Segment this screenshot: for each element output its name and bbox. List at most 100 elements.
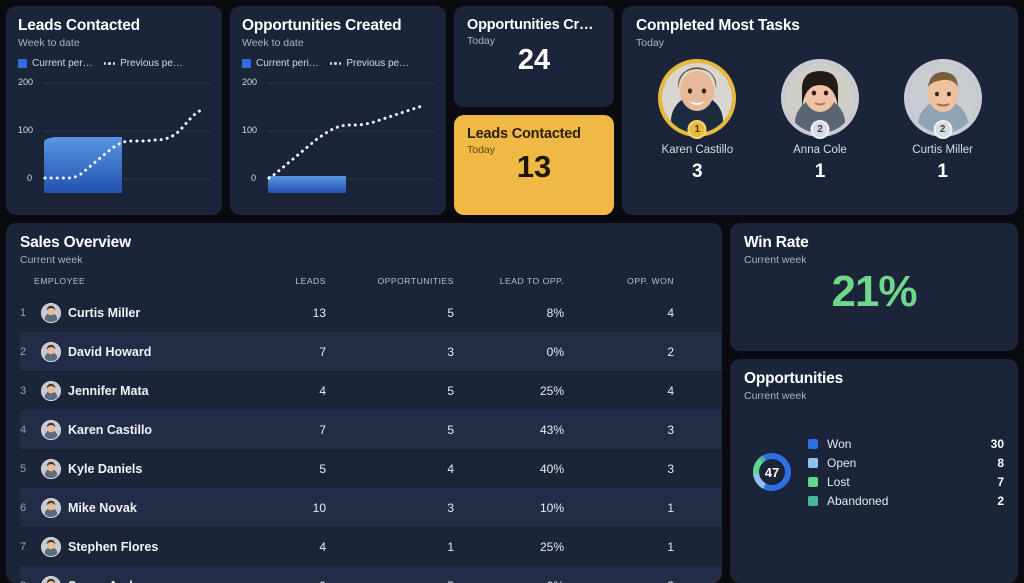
card-kpi-opportunities-created[interactable]: Opportunities Cre… Today 24 <box>454 6 614 107</box>
card-title: Opportunities <box>744 370 844 387</box>
legend-label-current: Current per… <box>32 58 93 69</box>
cell-lead-to-opp: 43% <box>539 422 564 437</box>
card-win-rate[interactable]: Win Rate Current week 21% <box>730 223 1018 351</box>
bottom-row: Sales Overview Current week EMPLOYEE LEA… <box>6 223 1018 583</box>
cell-opp-won: 4 <box>667 305 674 320</box>
row-number: 5 <box>20 462 27 475</box>
opportunity-value: 8 <box>997 455 1004 470</box>
card-leads-contacted-chart[interactable]: Leads Contacted Week to date Current per… <box>6 6 222 215</box>
card-kpi-leads-contacted[interactable]: Leads Contacted Today 13 <box>454 114 614 215</box>
col-won-value[interactable]: WON VALUE <box>674 266 722 293</box>
list-item[interactable]: Abandoned 2 <box>808 491 1004 510</box>
cell-opportunities: 4 <box>447 461 454 476</box>
card-completed-most-tasks[interactable]: Completed Most Tasks Today <box>622 6 1018 215</box>
cell-lead-to-opp: 0% <box>546 344 564 359</box>
legend-item-current[interactable]: Current per… <box>18 58 93 69</box>
table-row[interactable]: 1 Curtis Miller 13 5 8% 4€ 8.027 <box>20 293 722 332</box>
row-number: 3 <box>20 384 27 397</box>
side-column: Win Rate Current week 21% Opportunities … <box>730 223 1018 583</box>
table-row[interactable]: 4 Karen Castillo 7 5 43% 3€ 4.614 <box>20 410 722 449</box>
table-row[interactable]: 8 Susan Anderson 950%3€ 5.599 <box>20 566 722 583</box>
kpi-value: 24 <box>517 43 551 76</box>
list-item[interactable]: Won 30 <box>808 434 1004 453</box>
table-row[interactable]: 6 Mike Novak 10 3 10% 1€ 1.119 <box>20 488 722 527</box>
rank-badge: 2 <box>933 120 953 139</box>
square-swatch-icon <box>808 457 818 468</box>
table-row[interactable]: 5 Kyle Daniels 5 4 40% 3€ 1.538 <box>20 449 722 488</box>
leads-chart-svg <box>42 82 210 193</box>
list-item[interactable]: 2 Anna Cole 1 <box>760 59 880 183</box>
cell-opportunities: 5 <box>447 422 454 437</box>
opportunity-value: 7 <box>997 474 1004 489</box>
cell-lead-to-opp: 25% <box>539 383 564 398</box>
col-opportunities[interactable]: OPPORTUNITIES <box>377 276 454 286</box>
col-opp-won[interactable]: OPP. WON <box>627 276 674 286</box>
employee-name: Susan Anderson <box>68 579 167 583</box>
kpi-subtitle: Today <box>467 143 496 156</box>
cell-leads: 4 <box>319 539 326 554</box>
legend-item-previous[interactable]: Previous pe… <box>329 58 409 69</box>
card-subtitle: Today <box>636 37 665 49</box>
legend-item-current[interactable]: Current peri… <box>242 58 319 69</box>
cell-opportunities: 1 <box>447 539 454 554</box>
row-number: 1 <box>20 306 27 319</box>
cell-employee: 8 Susan Anderson <box>20 566 236 583</box>
cell-lead-to-opp: 8% <box>546 305 564 320</box>
card-opportunities-breakdown[interactable]: Opportunities Current week 47 Won 30 Open 8… <box>730 359 1018 583</box>
avatar <box>41 302 61 323</box>
list-item[interactable]: Lost 7 <box>808 472 1004 491</box>
win-rate-value: 21% <box>831 267 917 316</box>
card-opportunities-created-chart[interactable]: Opportunities Created Week to date Curre… <box>230 6 446 215</box>
cell-opportunities: 5 <box>447 305 454 320</box>
legend-label-previous: Previous pe… <box>120 58 183 69</box>
list-item[interactable]: 1 Karen Castillo 3 <box>637 59 757 183</box>
col-leads[interactable]: LEADS <box>295 276 326 286</box>
y-tick-0: 0 <box>251 173 257 183</box>
col-lead-to-opp[interactable]: LEAD TO OPP. <box>499 276 564 286</box>
card-title: Win Rate <box>744 234 809 251</box>
kpi-value: 13 <box>516 149 552 184</box>
row-number: 7 <box>20 540 27 553</box>
opportunities-legend: Won 30 Open 8 Lost 7 Abandoned 2 <box>808 434 1004 510</box>
cell-opportunities: 5 <box>447 383 454 398</box>
list-item[interactable]: Open 8 <box>808 453 1004 472</box>
opportunity-value: 30 <box>990 436 1004 451</box>
avatar-wrap[interactable]: 1 <box>658 59 737 139</box>
cell-lead-to-opp: 40% <box>539 461 564 476</box>
opportunities-chart-svg <box>266 82 434 193</box>
kpi-title: Opportunities Cre… <box>467 17 601 33</box>
avatar <box>41 380 61 401</box>
row-number: 6 <box>20 501 27 514</box>
card-subtitle: Current week <box>20 254 83 266</box>
employee-name: David Howard <box>68 344 152 359</box>
cell-opportunities: 3 <box>447 344 454 359</box>
card-title: Leads Contacted <box>18 17 140 34</box>
person-task-count: 3 <box>692 161 703 182</box>
card-subtitle: Current week <box>744 254 807 266</box>
person-task-count: 1 <box>814 161 826 182</box>
square-swatch-icon <box>808 476 818 487</box>
cell-employee: 3 Jennifer Mata <box>20 371 236 410</box>
cell-leads: 9 <box>236 566 326 583</box>
col-employee[interactable]: EMPLOYEE <box>34 276 86 286</box>
person-photo-icon <box>907 63 978 133</box>
cell-leads: 5 <box>319 461 326 476</box>
cell-employee: 1 Curtis Miller <box>20 293 236 332</box>
avatar <box>41 575 61 583</box>
list-item[interactable]: 2 Curtis Miller 1 <box>883 59 1003 183</box>
card-sales-overview[interactable]: Sales Overview Current week EMPLOYEE LEA… <box>6 223 722 583</box>
cell-opp-won: 3 <box>564 566 674 583</box>
chart-legend: Current peri… Previous pe… <box>242 58 434 69</box>
avatar <box>41 458 61 479</box>
legend-item-previous[interactable]: Previous pe… <box>103 58 183 69</box>
employee-name: Curtis Miller <box>68 305 141 320</box>
cell-won-value: € 8.313 <box>674 371 722 410</box>
top-row: Leads Contacted Week to date Current per… <box>6 6 1018 215</box>
donut-chart-svg <box>753 453 791 491</box>
avatar-wrap[interactable]: 2 <box>780 59 859 139</box>
avatar-wrap[interactable]: 2 <box>903 59 982 139</box>
